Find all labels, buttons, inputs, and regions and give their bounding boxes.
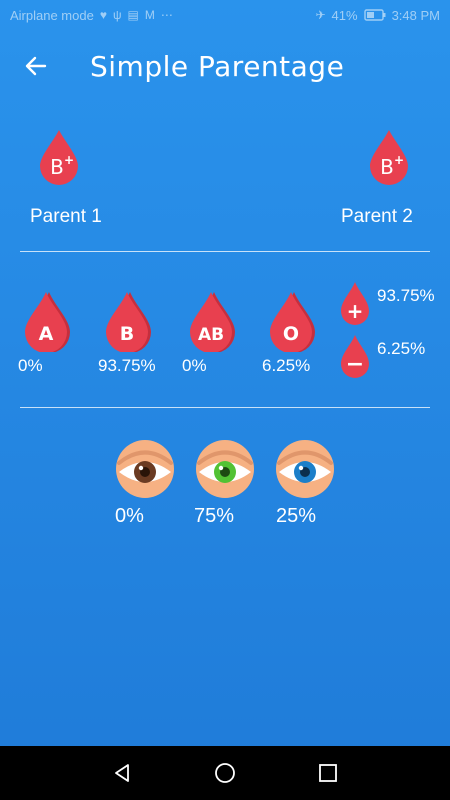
rh-positive-sign: + — [347, 299, 364, 323]
brown-eye-icon — [116, 440, 174, 498]
parent-1-blood-drop[interactable]: B + — [38, 128, 80, 186]
nav-recents-button[interactable] — [308, 753, 348, 793]
result-type-o: O — [283, 323, 299, 345]
result-type-ab: AB — [198, 325, 224, 345]
nav-home-button[interactable] — [205, 753, 245, 793]
divider-bottom — [20, 407, 430, 408]
gmail-icon: M — [144, 8, 155, 22]
status-left: Airplane mode ♥ ψ ▤ M ⋯ — [10, 8, 173, 23]
result-drop-o: O — [270, 292, 315, 352]
blood-drop-icon: B + — [370, 130, 408, 185]
eye-value-blue: 25% — [276, 505, 317, 527]
result-value-a: 0% — [18, 356, 43, 375]
parent-1-label: Parent 1 — [30, 206, 102, 227]
parent-2-label: Parent 2 — [341, 206, 413, 227]
nav-back-icon — [114, 764, 129, 782]
battery-icon — [363, 9, 386, 21]
app-bar: Simple Parentage — [0, 30, 450, 104]
result-value-o: 6.25% — [262, 356, 311, 375]
rh-positive-drop: + — [341, 282, 369, 325]
battery-percent: 41% — [331, 7, 358, 23]
status-right: ✈ 41% 3:48 PM — [315, 8, 440, 23]
green-eye-icon — [196, 440, 254, 498]
nav-home-icon — [215, 763, 235, 783]
heart-icon: ♥ — [99, 8, 107, 22]
result-drop-ab: AB — [190, 292, 235, 352]
nav-recents-icon — [319, 764, 338, 782]
airplane-icon: ✈ — [315, 8, 326, 22]
news-icon: ▤ — [127, 8, 139, 22]
rh-negative-sign: − — [346, 352, 364, 377]
result-value-b: 93.75% — [98, 356, 156, 375]
result-type-a: A — [39, 323, 54, 345]
rh-positive-value: 93.75% — [377, 286, 435, 305]
usb-icon: ψ — [112, 8, 122, 22]
result-drop-a: A — [25, 292, 70, 352]
system-nav-bar — [0, 746, 450, 800]
result-type-b: B — [120, 323, 134, 345]
arrow-left-icon — [25, 56, 47, 76]
parent-1-type: B — [50, 155, 64, 179]
status-bar: Airplane mode ♥ ψ ▤ M ⋯ ✈ 41% 3:48 PM — [0, 0, 450, 30]
page-title: Simple Parentage — [90, 50, 345, 83]
rh-negative-value: 6.25% — [377, 339, 426, 358]
back-button[interactable] — [20, 50, 52, 82]
nav-back-button[interactable] — [102, 753, 142, 793]
parent-2-type: B — [380, 155, 394, 179]
eye-value-brown: 0% — [115, 505, 144, 527]
clock: 3:48 PM — [391, 7, 440, 23]
blood-drop-icon: B + — [40, 130, 78, 185]
divider-top — [20, 251, 430, 252]
airplane-mode-label: Airplane mode — [10, 7, 94, 23]
more-icon: ⋯ — [160, 8, 173, 22]
parent-1-sign: + — [64, 153, 74, 167]
rh-negative-drop: − — [341, 335, 369, 378]
result-drop-b: B — [106, 292, 151, 352]
eye-value-green: 75% — [194, 505, 235, 527]
parent-2-sign: + — [394, 153, 404, 167]
blue-eye-icon — [276, 440, 334, 498]
result-value-ab: 0% — [182, 356, 207, 375]
parent-2-blood-drop[interactable]: B + — [368, 128, 410, 186]
